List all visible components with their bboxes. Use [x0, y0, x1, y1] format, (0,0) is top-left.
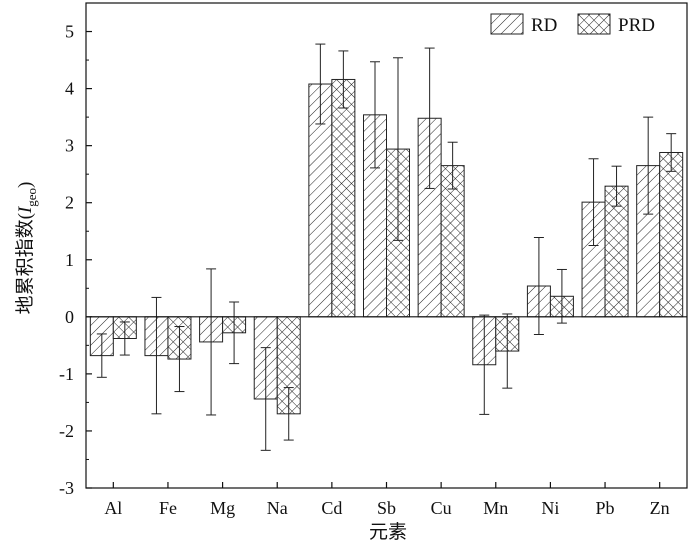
legend-swatch-rd: [490, 13, 524, 35]
y-tick-label: 1: [65, 250, 74, 270]
x-tick-label-cu: Cu: [431, 498, 452, 518]
x-tick-label-pb: Pb: [596, 498, 615, 518]
x-tick-label-ni: Ni: [541, 498, 559, 518]
y-tick-label: -3: [59, 478, 74, 498]
y-tick-label: 2: [65, 193, 74, 213]
x-tick-label-zn: Zn: [650, 498, 670, 518]
x-tick-label-fe: Fe: [159, 498, 177, 518]
legend: RD PRD: [490, 13, 655, 36]
x-tick-label-mg: Mg: [210, 498, 235, 518]
x-tick-label-na: Na: [267, 498, 288, 518]
x-tick-label-mn: Mn: [483, 498, 508, 518]
x-tick-label-cd: Cd: [321, 498, 342, 518]
bar-prd-cd: [331, 78, 356, 318]
y-axis-label-main: 地累积指数(: [14, 213, 36, 314]
legend-label-rd: RD: [531, 15, 557, 36]
y-axis-label-close: ): [15, 182, 36, 188]
y-axis-label-subscript: geo: [24, 188, 39, 207]
y-tick-label: 0: [65, 307, 74, 327]
x-tick-label-al: Al: [104, 498, 122, 518]
x-tick-label-sb: Sb: [377, 498, 396, 518]
legend-swatch-prd: [577, 13, 611, 35]
bar-prd-zn: [659, 151, 684, 318]
legend-label-prd: PRD: [618, 15, 655, 36]
y-axis-label-symbol: I: [15, 205, 36, 214]
y-tick-label: 4: [65, 79, 74, 99]
y-tick-label: 5: [65, 22, 74, 42]
y-tick-label: -1: [59, 364, 74, 384]
y-tick-label: 3: [65, 136, 74, 156]
y-tick-label: -2: [59, 421, 74, 441]
x-axis-label: 元素: [369, 521, 407, 543]
y-axis-label: 地累积指数(Igeo): [14, 182, 39, 315]
